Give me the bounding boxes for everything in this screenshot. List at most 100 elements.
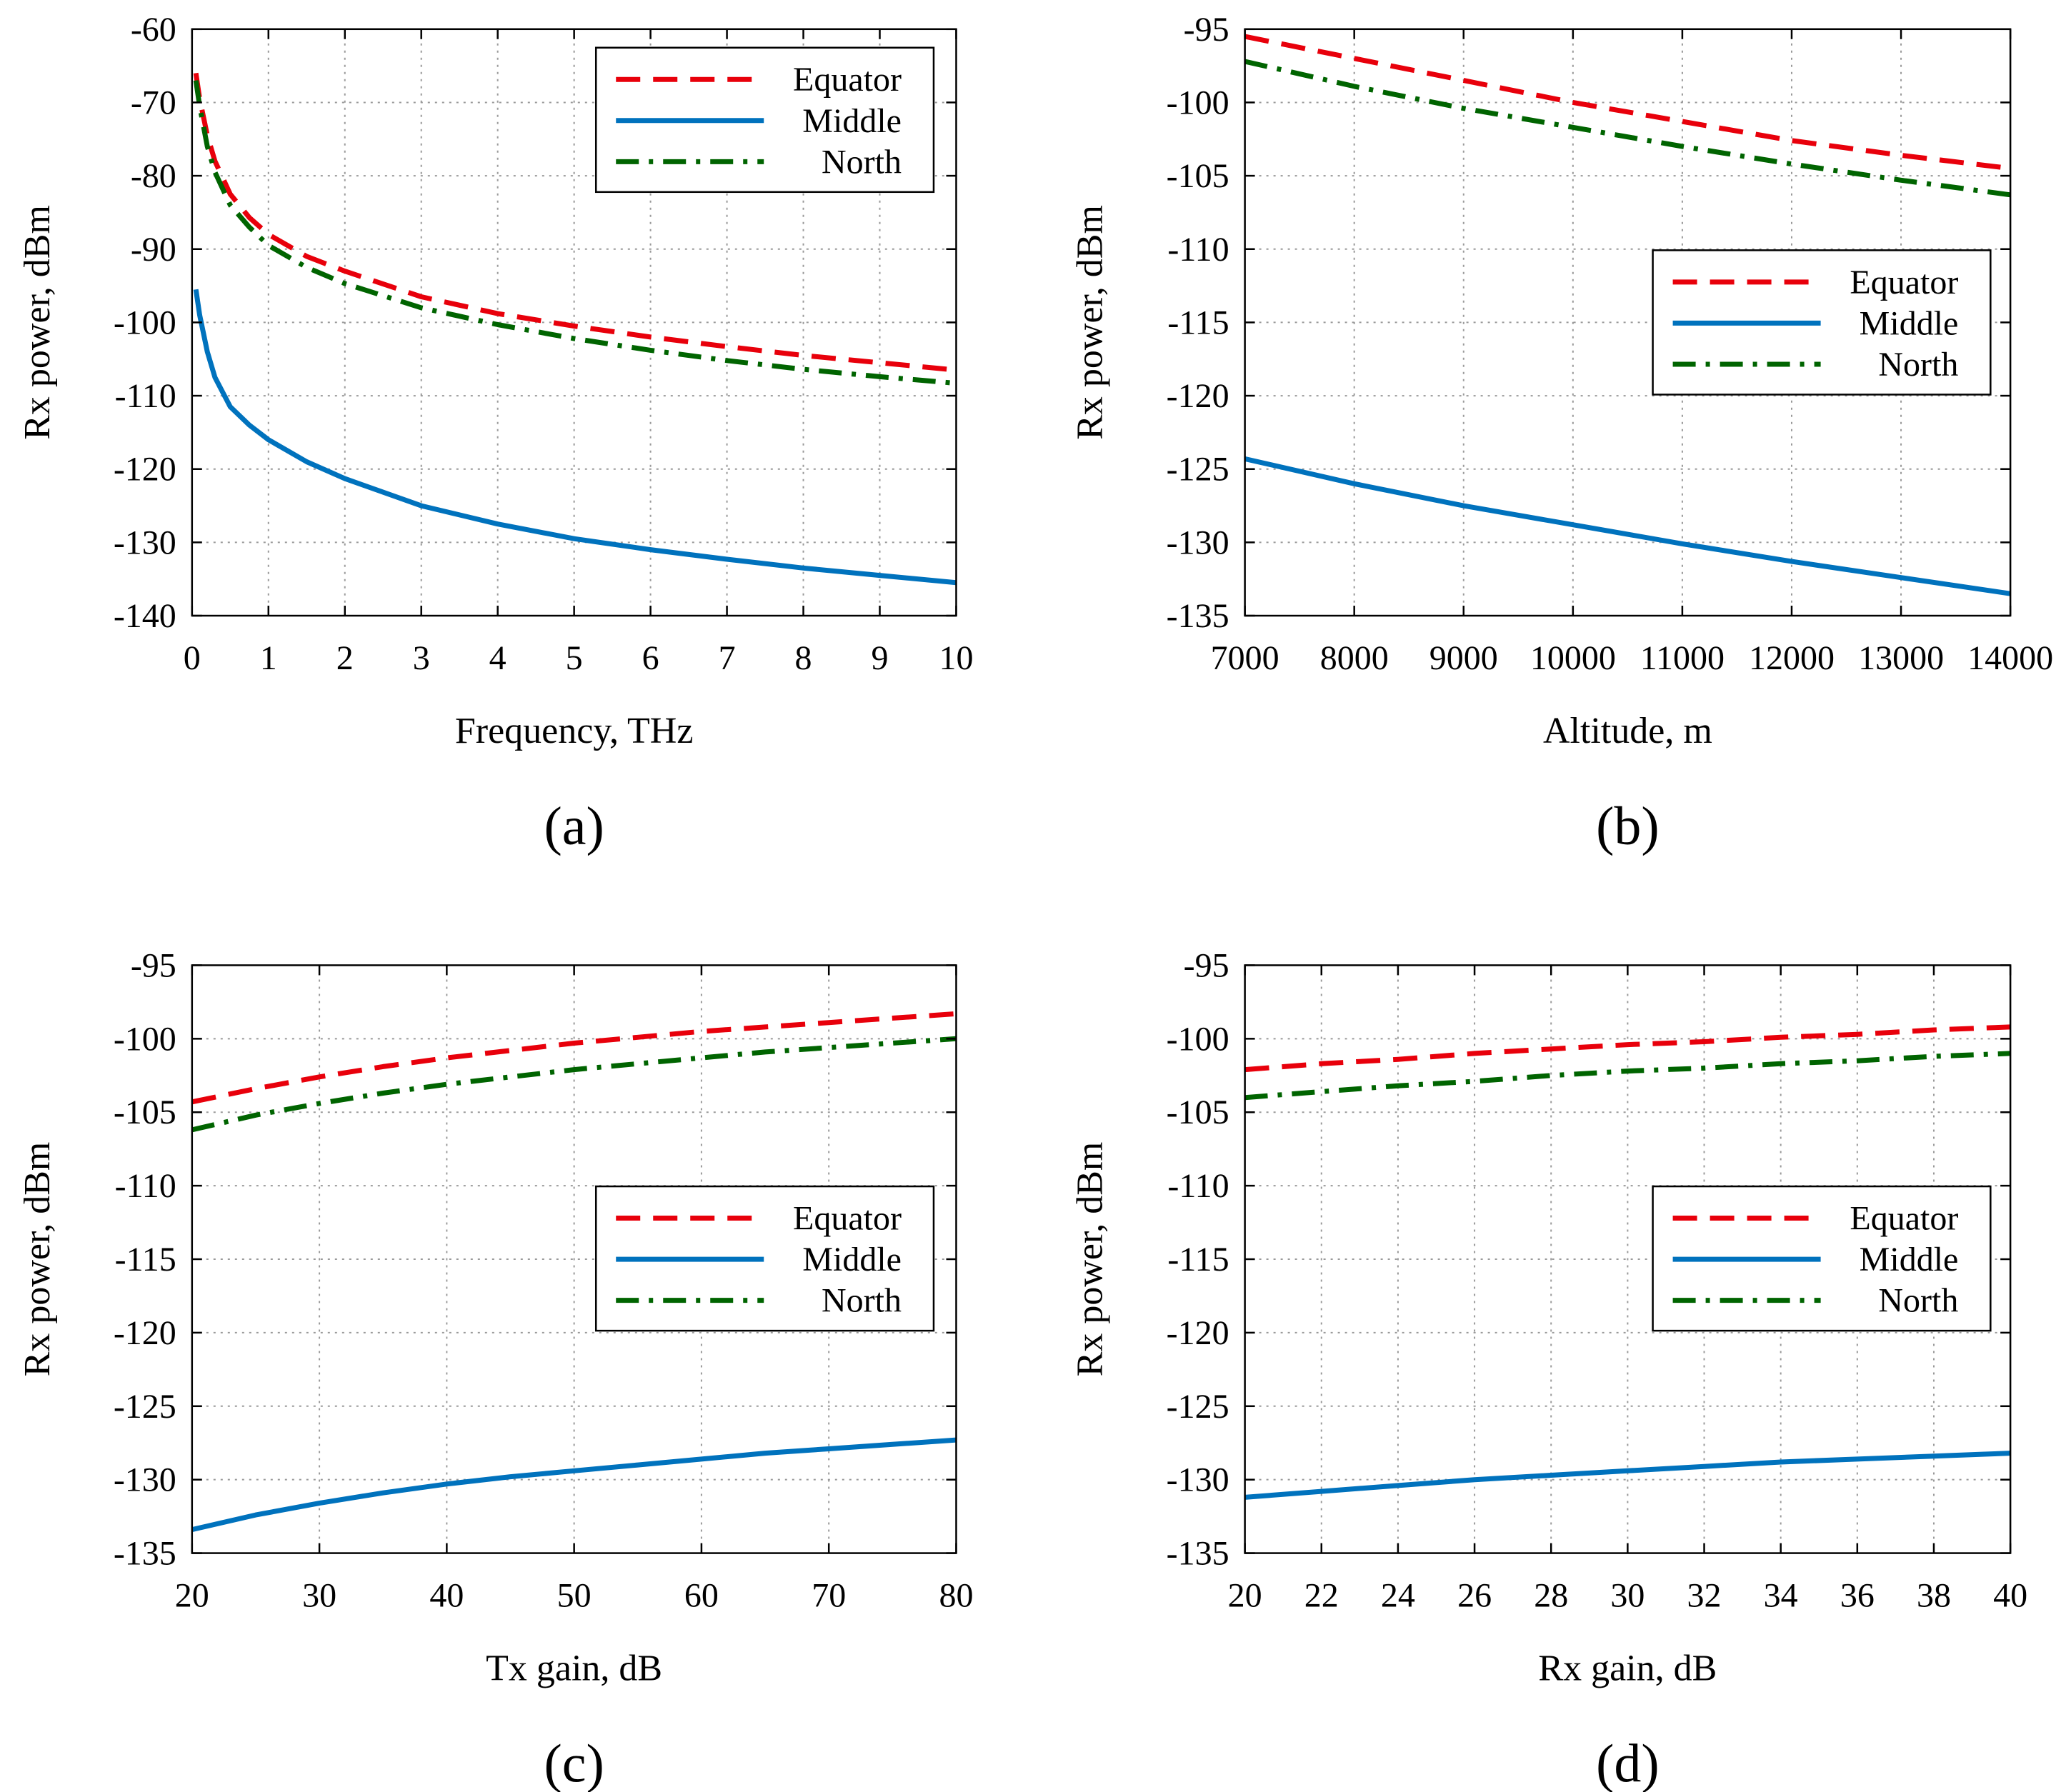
series-line-equator (191, 1011, 957, 1105)
y-tick-label: -125 (114, 1388, 176, 1426)
y-tick-label: -130 (114, 524, 176, 561)
x-tick-label: 70 (812, 1577, 846, 1615)
y-tick-label: -105 (114, 1093, 176, 1131)
x-tick-label: 50 (557, 1577, 592, 1615)
series-line-middle (1244, 456, 2011, 596)
x-tick-label: 26 (1457, 1577, 1492, 1615)
y-tick-label: -95 (1184, 946, 1229, 984)
legend-label-middle: Middle (1860, 304, 1959, 342)
y-tick-label: -95 (131, 946, 176, 984)
y-tick-label: -60 (131, 11, 176, 49)
panel-label: (a) (544, 796, 604, 856)
x-tick-label: 9 (872, 639, 889, 677)
legend-label-north: North (1878, 1282, 1958, 1320)
y-tick-label: -115 (115, 1241, 176, 1278)
y-tick-label: -110 (115, 1167, 176, 1205)
x-tick-label: 20 (1228, 1577, 1262, 1615)
x-tick-label: 24 (1381, 1577, 1415, 1615)
x-axis-label: Frequency, THz (455, 711, 694, 751)
legend-label-north: North (1878, 346, 1958, 384)
y-tick-label: -120 (114, 451, 176, 489)
panel-label: (c) (544, 1734, 604, 1792)
y-tick-label: -120 (114, 1314, 176, 1352)
chart-panel-1: 0 1 2 3 4 5 6 7 8 9 10 -140 -130 -120 -110 -100 -90 -80 -7… (17, 11, 974, 856)
y-tick-label: -110 (1167, 231, 1229, 269)
series-line-north (191, 1036, 957, 1133)
x-tick-label: 0 (184, 639, 201, 677)
y-tick-label: -90 (131, 231, 176, 269)
x-tick-label: 2 (336, 639, 354, 677)
y-tick-label: -120 (1167, 1314, 1229, 1352)
y-axis-label: Rx power, dBm (17, 1142, 58, 1377)
legend-label-north: North (822, 1282, 902, 1320)
x-axis-label: Rx gain, dB (1538, 1648, 1717, 1689)
series-line-middle (193, 289, 957, 586)
y-tick-label: -120 (1167, 377, 1229, 415)
y-tick-label: -105 (1167, 157, 1229, 195)
x-axis-label: Altitude, m (1543, 711, 1712, 751)
y-tick-label: -135 (1167, 1535, 1229, 1573)
x-tick-label: 7 (719, 639, 736, 677)
y-tick-label: -135 (114, 1535, 176, 1573)
panel-label: (b) (1596, 796, 1660, 856)
series-line-equator (1244, 1024, 2011, 1073)
x-tick-label: 30 (1610, 1577, 1645, 1615)
legend-box (1652, 1185, 1992, 1332)
legend-label-equator: Equator (793, 1200, 902, 1238)
x-tick-label: 28 (1534, 1577, 1568, 1615)
x-tick-label: 7000 (1211, 639, 1279, 677)
x-tick-label: 8000 (1320, 639, 1389, 677)
y-tick-label: -100 (1167, 1020, 1229, 1058)
x-tick-label: 30 (302, 1577, 336, 1615)
y-tick-label: -130 (1167, 1461, 1229, 1499)
x-tick-label: 12000 (1749, 639, 1835, 677)
y-tick-label: -130 (1167, 524, 1229, 561)
y-tick-label: -130 (114, 1461, 176, 1499)
y-tick-label: -125 (1167, 1388, 1229, 1426)
y-tick-label: -110 (115, 377, 176, 415)
y-tick-label: -115 (1167, 304, 1229, 341)
y-tick-label: -100 (114, 304, 176, 341)
series-line-middle (191, 1437, 957, 1533)
x-tick-label: 11000 (1640, 639, 1725, 677)
x-tick-label: 60 (684, 1577, 719, 1615)
legend-label-middle: Middle (1860, 1241, 1959, 1278)
x-tick-label: 6 (642, 639, 659, 677)
y-tick-label: -125 (1167, 451, 1229, 489)
legend-label-equator: Equator (793, 61, 902, 99)
y-tick-label: -95 (1184, 11, 1229, 49)
series-line-equator (193, 72, 957, 373)
series-line-middle (1244, 1451, 2011, 1500)
x-tick-label: 14000 (1967, 639, 2053, 677)
y-tick-label: -80 (131, 157, 176, 195)
chart-panel-3: 20 30 40 50 60 70 80 -135 -130 -125 -120 -115 -110 -1… (17, 946, 974, 1792)
x-tick-label: 10 (939, 639, 973, 677)
x-axis-label: Tx gain, dB (486, 1648, 662, 1689)
y-tick-label: -140 (114, 597, 176, 635)
legend-label-equator: Equator (1850, 1200, 1958, 1238)
legend-label-middle: Middle (802, 102, 902, 140)
y-tick-label: -70 (131, 84, 176, 121)
y-tick-label: -135 (1167, 597, 1229, 635)
series-line-north (1244, 1051, 2011, 1101)
x-tick-label: 36 (1840, 1577, 1875, 1615)
x-tick-label: 40 (1993, 1577, 2027, 1615)
y-tick-label: -100 (114, 1020, 176, 1058)
x-tick-label: 3 (413, 639, 430, 677)
y-tick-label: -115 (1167, 1241, 1229, 1278)
chart-panel-4: 20 22 24 26 28 30 32 34 36 38 40 -135 -130 -125 -120 -1… (1070, 946, 2028, 1792)
legend-label-middle: Middle (802, 1241, 902, 1278)
x-tick-label: 32 (1687, 1577, 1722, 1615)
series-line-north (1244, 59, 2011, 198)
panel-label: (d) (1596, 1734, 1660, 1792)
x-tick-label: 22 (1304, 1577, 1339, 1615)
series-line-equator (1244, 34, 2011, 171)
legend-label-equator: Equator (1850, 264, 1958, 301)
x-tick-label: 20 (175, 1577, 209, 1615)
y-axis-label: Rx power, dBm (1070, 1142, 1111, 1377)
legend-label-north: North (822, 143, 902, 181)
